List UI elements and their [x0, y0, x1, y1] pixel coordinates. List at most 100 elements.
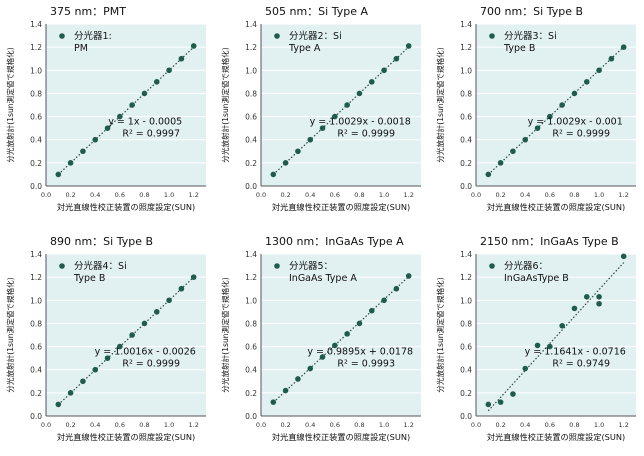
data-point	[319, 354, 326, 360]
y-tick-label: 0.6	[245, 343, 257, 352]
data-point	[571, 90, 578, 97]
x-axis-label: 対光直線性校正装置の照度設定(SUN)	[487, 202, 625, 212]
data-point	[559, 102, 565, 108]
data-point	[368, 79, 375, 85]
legend-label-line1: 分光器6：	[504, 260, 548, 272]
legend-label-line2: InGaAsType B	[504, 273, 569, 284]
data-point	[393, 55, 400, 62]
legend-label-line2: Type B	[73, 273, 105, 284]
data-point	[583, 294, 590, 300]
chart-panel-3: 700 nm：Si Type B 0.0 0.2 0.4 0.6 0.8 1.0 1.2 1.4…	[435, 5, 636, 212]
x-tick-label: 1.2	[189, 421, 199, 429]
x-tick-label: 0.6	[115, 421, 125, 429]
data-point	[332, 342, 338, 349]
data-point	[141, 90, 148, 97]
x-tick-label: 0.2	[495, 191, 505, 199]
x-tick-label: 0.2	[65, 421, 75, 429]
data-point	[92, 136, 99, 143]
chart-title: 505 nm：Si Type A	[265, 5, 368, 18]
x-tick-label: 0.4	[305, 421, 315, 429]
x-tick-label: 0.4	[305, 191, 315, 199]
data-point	[510, 148, 516, 155]
data-point	[522, 136, 529, 143]
data-point	[307, 136, 314, 143]
data-point	[596, 294, 602, 300]
x-tick-label: 0.6	[545, 191, 555, 199]
data-point	[332, 113, 338, 120]
x-tick-label: 1.2	[404, 191, 414, 199]
r-squared: R² = 0.9749	[552, 358, 610, 369]
y-tick-label: 1.4	[245, 250, 257, 259]
data-point	[497, 160, 504, 166]
x-tick-label: 0.4	[90, 421, 100, 429]
x-tick-label: 1.0	[164, 191, 174, 199]
data-point	[620, 44, 627, 50]
y-tick-label: 0.4	[245, 366, 257, 375]
x-tick-label: 0.2	[495, 421, 505, 429]
y-tick-label: 0.2	[30, 159, 42, 168]
data-point	[153, 79, 160, 85]
y-tick-label: 1.2	[460, 273, 472, 282]
data-point	[534, 342, 541, 349]
data-point	[356, 320, 363, 327]
y-tick-label: 0.8	[245, 89, 257, 98]
data-point	[405, 43, 412, 49]
y-axis-label: 分光放射計(1sun測定値で規格化)	[220, 47, 230, 162]
y-tick-label: 1.2	[30, 273, 42, 282]
data-point	[405, 273, 412, 279]
y-tick-label: 0.8	[245, 319, 257, 328]
x-tick-label: 0.8	[354, 421, 364, 429]
y-tick-label: 0.6	[30, 343, 42, 352]
data-point	[129, 332, 135, 338]
legend-label-line2: Type B	[503, 43, 535, 54]
chart-panel-4: 890 nm：Si Type B 0.0 0.2 0.4 0.6 0.8 1.0 1.2 1.4…	[5, 235, 206, 442]
x-tick-label: 1.2	[189, 191, 199, 199]
data-point	[178, 55, 185, 62]
y-tick-label: 0.8	[30, 319, 42, 328]
legend-marker	[274, 263, 280, 269]
x-tick-label: 0.2	[65, 191, 75, 199]
x-tick-label: 0.6	[330, 191, 340, 199]
legend-label-line1: 分光器5：	[289, 260, 333, 272]
y-tick-label: 0.4	[245, 136, 257, 145]
x-tick-label: 0.8	[139, 191, 149, 199]
data-point	[381, 67, 387, 74]
r-squared: R² = 0.9999	[122, 358, 180, 369]
y-tick-label: 0.6	[460, 343, 472, 352]
y-tick-label: 1.0	[245, 296, 257, 305]
y-tick-label: 0.6	[245, 113, 257, 122]
regression-equation: y = 1.1641x - 0.0716	[525, 346, 626, 357]
x-tick-label: 1.0	[379, 421, 389, 429]
y-tick-label: 0.8	[30, 89, 42, 98]
x-tick-label: 1.0	[594, 421, 604, 429]
x-axis-label: 対光直線性校正装置の照度設定(SUN)	[57, 432, 195, 442]
x-tick-label: 0.0	[256, 191, 266, 199]
data-point	[67, 160, 74, 166]
y-tick-label: 1.2	[460, 43, 472, 52]
data-point	[92, 366, 99, 373]
data-point	[344, 331, 350, 337]
legend-label-line2: Type A	[288, 43, 321, 54]
x-axis-label: 対光直線性校正装置の照度設定(SUN)	[272, 202, 410, 212]
y-axis-label: 分光放射計(1sun測定値で規格化)	[435, 277, 445, 392]
x-tick-label: 0.8	[569, 421, 579, 429]
trend-line	[272, 46, 410, 176]
trend-line	[487, 46, 625, 175]
x-tick-label: 1.2	[619, 191, 629, 199]
data-point	[485, 171, 492, 178]
plot-area	[46, 24, 206, 186]
data-point	[534, 125, 541, 131]
legend-label-line1: 分光器1:	[74, 30, 112, 42]
y-tick-label: 1.4	[460, 20, 472, 29]
y-tick-label: 1.0	[30, 296, 42, 305]
x-tick-label: 1.0	[164, 421, 174, 429]
x-tick-label: 0.8	[354, 191, 364, 199]
regression-equation: y = 1x - 0.0005	[108, 116, 182, 127]
y-axis-label: 分光放射計(1sun測定値で規格化)	[5, 47, 15, 162]
y-tick-label: 0.4	[460, 366, 472, 375]
y-axis-label: 分光放射計(1sun測定値で規格化)	[435, 47, 445, 162]
x-tick-label: 0.4	[520, 421, 530, 429]
y-tick-label: 1.4	[245, 20, 257, 29]
x-tick-label: 0.6	[545, 421, 555, 429]
chart-title: 890 nm：Si Type B	[50, 235, 153, 248]
